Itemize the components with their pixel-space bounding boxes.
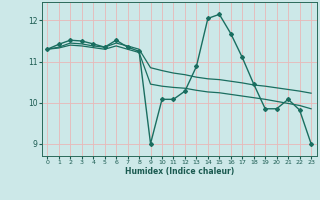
X-axis label: Humidex (Indice chaleur): Humidex (Indice chaleur) (124, 167, 234, 176)
